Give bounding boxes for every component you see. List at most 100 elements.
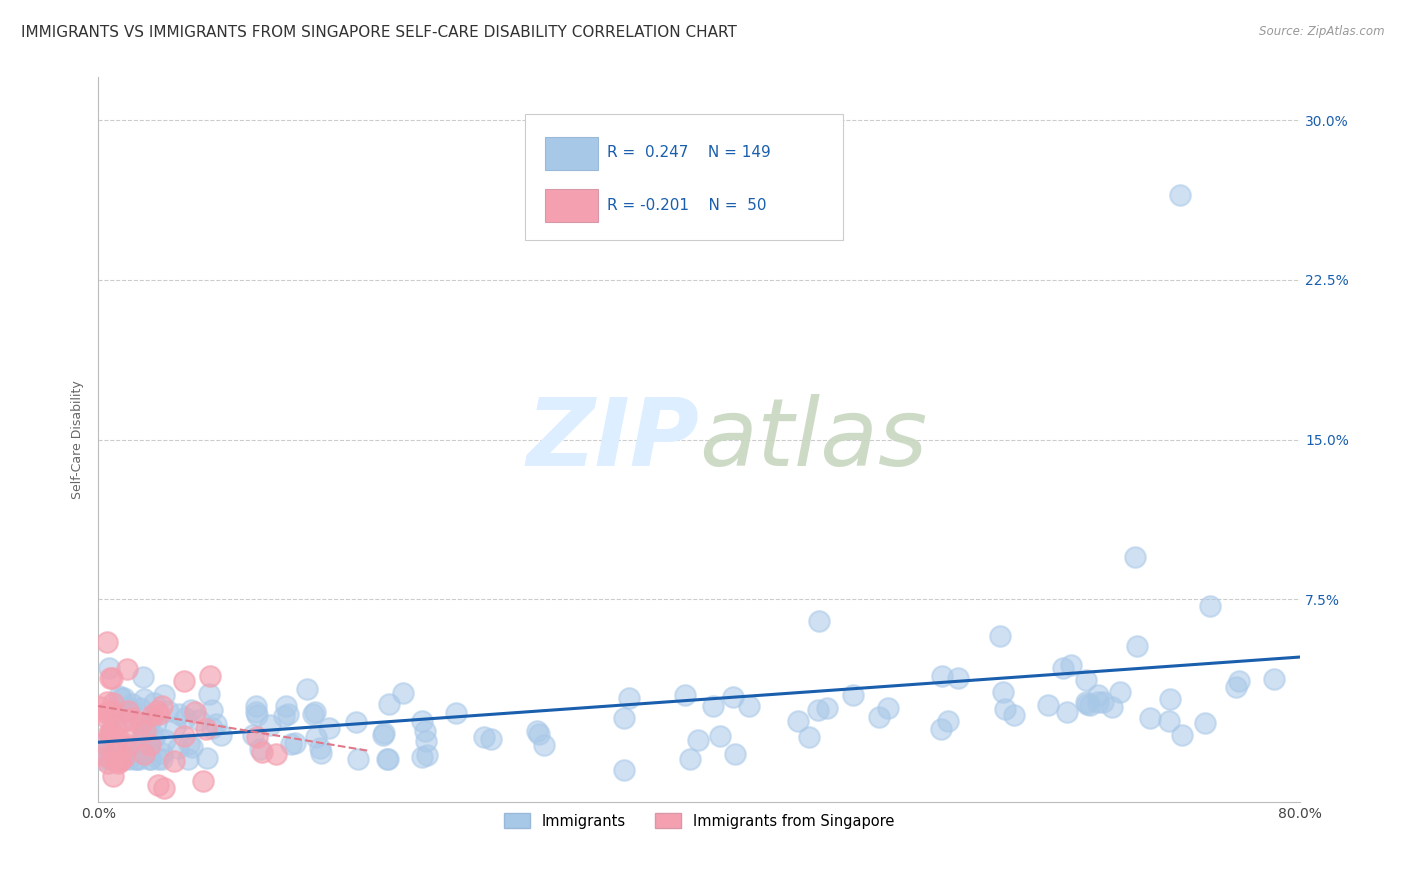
Point	[1052, 661, 1074, 675]
Point	[295, 682, 318, 697]
Point	[948, 671, 970, 685]
Point	[280, 737, 302, 751]
Point	[101, 750, 124, 764]
Point	[613, 763, 636, 777]
Point	[1074, 673, 1097, 688]
Point	[617, 690, 640, 705]
Point	[100, 704, 122, 718]
Point	[110, 716, 132, 731]
Point	[97, 706, 120, 720]
Point	[96, 635, 118, 649]
Point	[195, 751, 218, 765]
Point	[128, 752, 150, 766]
Point	[284, 736, 307, 750]
Point	[128, 738, 150, 752]
Point	[264, 747, 287, 761]
Legend: Immigrants, Immigrants from Singapore: Immigrants, Immigrants from Singapore	[498, 807, 900, 835]
Point	[188, 713, 211, 727]
Point	[709, 729, 731, 743]
Point	[1263, 672, 1285, 686]
Point	[988, 629, 1011, 643]
Point	[132, 726, 155, 740]
Point	[90, 752, 112, 766]
Point	[108, 689, 131, 703]
Point	[156, 704, 179, 718]
Point	[146, 752, 169, 766]
Text: R =  0.247    N = 149: R = 0.247 N = 149	[606, 145, 770, 161]
Point	[96, 756, 118, 770]
Point	[1076, 698, 1098, 712]
Point	[1002, 707, 1025, 722]
Point	[1159, 692, 1181, 706]
Point	[98, 726, 121, 740]
Point	[392, 686, 415, 700]
Point	[96, 706, 118, 721]
Point	[1139, 710, 1161, 724]
Point	[1060, 658, 1083, 673]
Point	[101, 752, 124, 766]
Point	[146, 705, 169, 719]
Point	[114, 740, 136, 755]
Point	[786, 714, 808, 729]
Point	[96, 711, 118, 725]
Point	[117, 738, 139, 752]
Point	[150, 752, 173, 766]
Point	[97, 661, 120, 675]
Point	[104, 747, 127, 761]
Point	[163, 754, 186, 768]
Point	[201, 721, 224, 735]
Point	[994, 702, 1017, 716]
Point	[134, 723, 156, 738]
Point	[1087, 688, 1109, 702]
Point	[373, 725, 395, 739]
Point	[991, 684, 1014, 698]
Point	[250, 745, 273, 759]
Point	[112, 749, 135, 764]
Point	[1038, 698, 1060, 712]
Point	[139, 752, 162, 766]
Point	[129, 740, 152, 755]
Point	[738, 698, 761, 713]
Point	[115, 661, 138, 675]
Point	[318, 721, 340, 735]
Point	[153, 733, 176, 747]
Point	[931, 669, 953, 683]
Point	[132, 691, 155, 706]
Point	[1076, 695, 1098, 709]
Point	[1123, 549, 1146, 564]
Point	[1126, 640, 1149, 654]
Point	[201, 703, 224, 717]
Point	[139, 752, 162, 766]
Point	[115, 732, 138, 747]
Text: IMMIGRANTS VS IMMIGRANTS FROM SINGAPORE SELF-CARE DISABILITY CORRELATION CHART: IMMIGRANTS VS IMMIGRANTS FROM SINGAPORE …	[21, 25, 737, 40]
Point	[176, 752, 198, 766]
Point	[100, 671, 122, 685]
Point	[124, 752, 146, 766]
Point	[101, 696, 124, 710]
Point	[93, 749, 115, 764]
Point	[472, 730, 495, 744]
Point	[150, 746, 173, 760]
Point	[876, 701, 898, 715]
Point	[117, 700, 139, 714]
Point	[91, 737, 114, 751]
Point	[143, 729, 166, 743]
Y-axis label: Self-Care Disability: Self-Care Disability	[72, 380, 84, 499]
Point	[1056, 705, 1078, 719]
Point	[721, 690, 744, 704]
FancyBboxPatch shape	[524, 113, 844, 241]
Point	[868, 710, 890, 724]
Point	[93, 736, 115, 750]
Point	[378, 697, 401, 711]
Point	[246, 730, 269, 744]
Point	[415, 748, 437, 763]
Point	[1168, 187, 1191, 202]
Point	[688, 732, 710, 747]
Point	[533, 738, 555, 752]
Point	[797, 731, 820, 745]
Point	[132, 727, 155, 741]
Text: ZIP: ZIP	[526, 393, 699, 485]
Point	[98, 671, 121, 685]
Point	[150, 698, 173, 713]
Point	[91, 747, 114, 761]
